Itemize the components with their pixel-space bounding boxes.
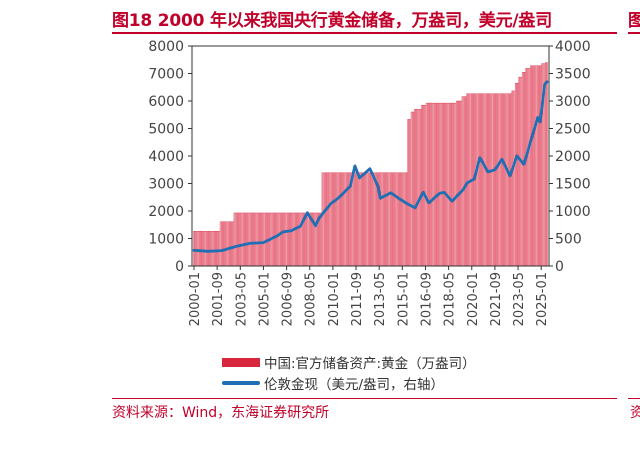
left-axis-tick-label: 3000: [148, 177, 184, 193]
x-axis-tick-label: 2015-01: [396, 272, 411, 326]
left-axis-tick-label: 5000: [148, 122, 184, 138]
legend-bar-label: 中国:官方储备资产:黄金（万盎司）: [264, 356, 476, 372]
right-axis-tick-label: 0: [555, 259, 564, 275]
right-axis-tick-label: 2000: [555, 149, 591, 165]
x-axis-tick-label: 2011-09: [350, 272, 365, 326]
chart-title: 图18 2000 年以来我国央行黄金储备，万盎司，美元/盎司: [112, 11, 553, 31]
adjacent-figure-title-fragment: 图: [628, 11, 640, 28]
x-axis-tick-label: 2010-01: [327, 272, 342, 326]
legend-item-bar: 中国:官方储备资产:黄金（万盎司）: [222, 352, 476, 372]
x-axis-tick-label: 2020-01: [466, 272, 481, 326]
gold-price-line: [192, 80, 549, 253]
left-axis-tick-label: 4000: [148, 149, 184, 165]
title-rule: [112, 32, 617, 34]
chart-canvas: 0 1000 2000 3000 4000 5000 6000 7000 8000 0 500 100…: [148, 39, 590, 326]
bar: [546, 62, 548, 267]
x-axis-tick-label: 2003-05: [234, 272, 249, 326]
left-axis-tick-label: 6000: [148, 94, 184, 110]
right-axis-tick-label: 4000: [555, 39, 591, 55]
x-axis-tick-label: 2021-09: [489, 272, 504, 326]
source-note: 资料来源：Wind，东海证券研究所: [112, 405, 330, 421]
axis-layer: 0 1000 2000 3000 4000 5000 6000 7000 8000 0 500 100…: [148, 39, 590, 326]
x-axis-tick-label: 2023-05: [512, 272, 527, 326]
legend-line-swatch: [222, 381, 260, 385]
x-axis-tick-label: 2008-05: [304, 272, 319, 326]
left-axis-tick-label: 7000: [148, 67, 184, 83]
x-axis-tick-label: 2005-01: [257, 272, 272, 326]
bars-layer: [193, 62, 548, 267]
left-axis-tick-label: 2000: [148, 204, 184, 220]
x-axis-tick-label: 2013-05: [373, 272, 388, 326]
legend-item-line: 伦敦金现（美元/盎司，右轴）: [222, 373, 444, 393]
adjacent-source-rule: [628, 398, 640, 399]
right-axis-tick-label: 3500: [555, 67, 591, 83]
x-axis-tick-label: 2016-09: [420, 272, 435, 326]
right-axis-tick-label: 2500: [555, 122, 591, 138]
x-axis-tick-label: 2000-01: [188, 272, 203, 326]
left-axis-tick-label: 8000: [148, 39, 184, 55]
x-axis-tick-label: 2001-09: [211, 272, 226, 326]
legend-bar-swatch: [222, 357, 260, 367]
x-axis-tick-label: 2025-01: [535, 272, 550, 326]
x-axis-tick-label: 2006-09: [281, 272, 296, 326]
left-axis-tick-label: 0: [175, 259, 184, 275]
adjacent-title-rule: [628, 32, 640, 34]
line-layer: [192, 80, 549, 253]
left-axis-tick-label: 1000: [148, 232, 184, 248]
source-rule: [112, 398, 617, 399]
adjacent-source-fragment: 资: [630, 405, 640, 421]
right-axis-tick-label: 1500: [555, 177, 591, 193]
right-axis-tick-label: 500: [555, 232, 582, 248]
legend-line-label: 伦敦金现（美元/盎司，右轴）: [264, 377, 445, 393]
x-axis-tick-label: 2018-05: [443, 272, 458, 326]
right-axis-tick-label: 3000: [555, 94, 591, 110]
right-axis-tick-label: 1000: [555, 204, 591, 220]
